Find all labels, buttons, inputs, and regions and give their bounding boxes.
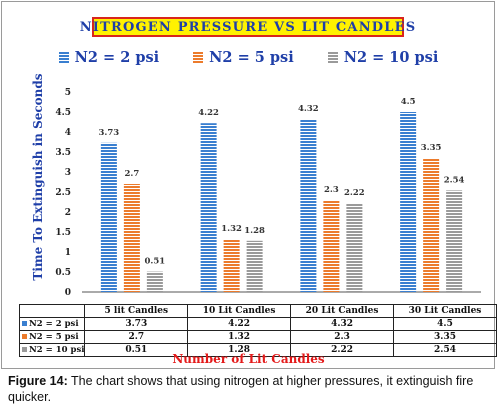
y-tick-label: 1: [65, 248, 71, 258]
figure-caption-text: The chart shows that using nitrogen at h…: [8, 374, 474, 404]
table-cell: 2.54: [393, 343, 497, 357]
data-label: 2.22: [344, 188, 365, 198]
table-cell: 3.35: [393, 330, 497, 344]
row-label-5psi: N2 = 5 psi: [29, 332, 79, 342]
bar-5psi-3: [323, 200, 340, 292]
data-table: 5 lit Candles 10 Lit Candles 20 Lit Cand…: [18, 304, 497, 357]
data-label: 4.32: [298, 104, 319, 114]
table-cell: 4.5: [393, 317, 497, 331]
bar-10psi-2: [246, 240, 263, 292]
table-header-20-candles: 20 Lit Candles: [290, 304, 395, 318]
legend-label-2psi: N2 = 2 psi: [74, 48, 160, 66]
data-label: 1.32: [221, 224, 242, 234]
legend-item-10psi: N2 = 10 psi: [327, 48, 439, 66]
y-tick-label: 0.5: [55, 268, 71, 278]
legend-swatch-2psi: [58, 51, 69, 63]
y-tick-label: 2: [65, 208, 71, 218]
table-row-head-10psi: N2 = 10 psi: [18, 343, 86, 357]
bar-5psi-4: [423, 158, 440, 292]
table-header-row: 5 lit Candles 10 Lit Candles 20 Lit Cand…: [18, 304, 497, 318]
bar-10psi-1: [146, 271, 163, 292]
y-axis-label: Time To Extinguish in Seconds: [31, 73, 45, 281]
table-cell: 1.32: [187, 330, 292, 344]
table-cell: 4.22: [187, 317, 292, 331]
table-row-head-5psi: N2 = 5 psi: [18, 330, 86, 344]
chart-legend: N2 = 2 psi N2 = 5 psi N2 = 10 psi: [0, 45, 497, 69]
data-labels: 3.73 2.7 0.51 4.22 1.32 1.28 4.32 2.3 2.22 4.5 3.3…: [99, 97, 465, 267]
legend-label-5psi: N2 = 5 psi: [209, 48, 294, 66]
y-tick-label: 5: [65, 88, 71, 98]
bar-2psi-4: [400, 112, 417, 292]
table-cell: 2.7: [84, 330, 189, 344]
y-tick-label: 3: [65, 168, 71, 178]
chart-title-box: NITROGEN PRESSURE VS LIT CANDLES: [80, 17, 415, 37]
row-label-2psi: N2 = 2 psi: [29, 319, 79, 329]
figure-caption: Figure 14: The chart shows that using ni…: [8, 373, 490, 405]
y-tick-label: 1.5: [55, 228, 71, 238]
y-tick-label: 2.5: [55, 188, 71, 198]
bar-10psi-4: [446, 190, 463, 292]
bar-2psi-3: [300, 119, 317, 292]
row-key-5psi: [22, 334, 27, 339]
table-row-2psi: N2 = 2 psi 3.73 4.22 4.32 4.5: [18, 317, 497, 331]
table-cell: 1.28: [187, 343, 292, 357]
bar-5psi-1: [123, 184, 140, 292]
table-cell: 3.73: [84, 317, 189, 331]
data-label: 0.51: [145, 257, 166, 267]
table-header-10-candles: 10 Lit Candles: [187, 304, 292, 318]
legend-item-5psi: N2 = 5 psi: [193, 49, 294, 66]
x-axis-label: Number of Lit Candles: [172, 352, 325, 366]
y-tick-label: 0: [65, 288, 71, 298]
y-tick-label: 4: [65, 128, 71, 138]
data-label: 3.73: [99, 128, 120, 138]
row-key-2psi: [22, 321, 27, 326]
y-tick-label: 3.5: [55, 148, 71, 158]
table-row-10psi: N2 = 10 psi 0.51 1.28 2.22 2.54: [18, 343, 497, 357]
data-label: 4.5: [401, 97, 416, 107]
legend-swatch-10psi: [327, 51, 338, 63]
chart-title: NITROGEN PRESSURE VS LIT CANDLES: [79, 19, 417, 35]
legend-swatch-5psi: [193, 51, 204, 63]
plot-area: 00.511.522.533.544.55 3.732.70.514.221.3…: [55, 88, 481, 298]
table-corner-cell: [18, 304, 86, 318]
table-header-5-candles: 5 lit Candles: [84, 304, 189, 318]
table-cell: 0.51: [84, 343, 189, 357]
table-row-head-2psi: N2 = 2 psi: [18, 317, 86, 331]
table-cell: 2.3: [290, 330, 395, 344]
bar-2psi-2: [200, 123, 217, 292]
legend-item-2psi: N2 = 2 psi: [58, 48, 160, 66]
row-key-10psi: [22, 347, 27, 352]
data-label: 3.35: [421, 143, 442, 153]
data-label: 1.28: [244, 226, 265, 236]
data-label: 2.3: [324, 185, 339, 195]
table-row-5psi: N2 = 5 psi 2.7 1.32 2.3 3.35: [18, 330, 497, 344]
table-cell: 4.32: [290, 317, 395, 331]
figure-label: Figure 14:: [8, 374, 68, 388]
row-label-10psi: N2 = 10 psi: [29, 345, 85, 355]
data-label: 2.54: [444, 175, 465, 185]
y-tick-label: 4.5: [55, 108, 71, 118]
bars: [100, 112, 463, 292]
data-label: 2.7: [124, 169, 139, 179]
table-cell: 2.22: [290, 343, 395, 357]
table-header-30-candles: 30 Lit Candles: [393, 304, 497, 318]
data-label: 4.22: [198, 108, 219, 118]
bar-10psi-3: [346, 203, 363, 292]
legend-label-10psi: N2 = 10 psi: [343, 48, 439, 66]
bar-5psi-2: [223, 239, 240, 292]
y-axis: 00.511.522.533.544.55: [55, 88, 481, 298]
bar-2psi-1: [100, 142, 117, 292]
